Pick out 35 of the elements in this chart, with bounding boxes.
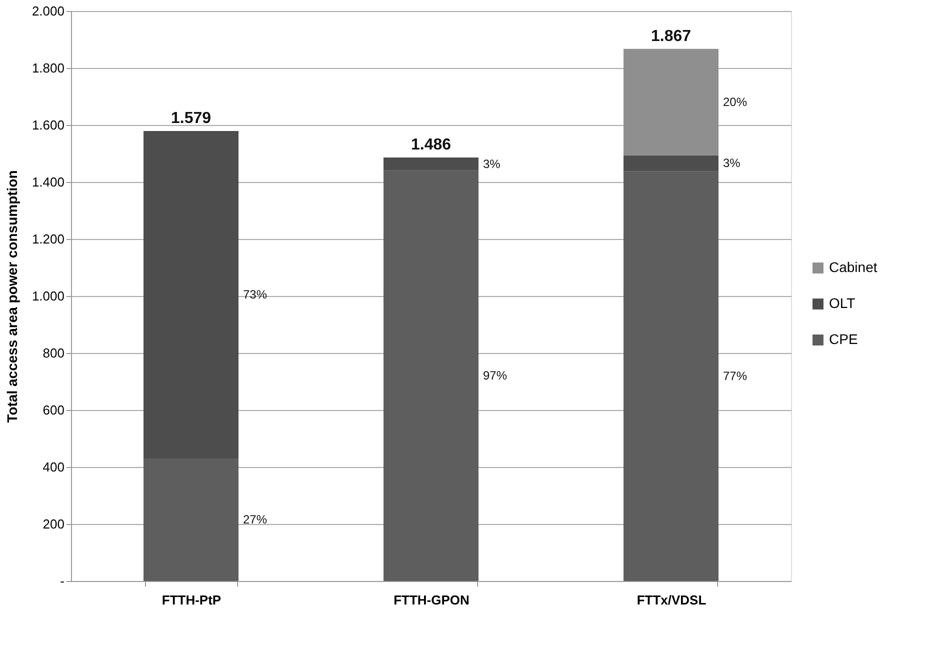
y-tick-label: 1.600 — [32, 118, 64, 132]
bar — [144, 458, 238, 581]
y-tick-label: 600 — [42, 402, 64, 418]
x-tick-label: FTTH-GPON — [394, 592, 470, 608]
x-tick-label: FTTx/VDSL — [636, 592, 706, 608]
y-tick-label: 800 — [42, 346, 64, 360]
y-tick-label: 2.000 — [32, 4, 64, 18]
legend-label: OLT — [829, 295, 856, 311]
annotation: 77% — [723, 369, 748, 384]
bar — [384, 157, 478, 170]
bar — [624, 171, 718, 581]
annotation: 27% — [243, 512, 268, 527]
y-tick-label: - — [60, 574, 64, 588]
y-tick-label: 1.000 — [32, 288, 64, 304]
annotation: 3% — [483, 156, 501, 171]
legend-label: CPE — [829, 331, 858, 347]
bar — [144, 130, 238, 458]
y-tick-label: 1.800 — [32, 60, 64, 76]
y-tick-label: 1.400 — [32, 174, 64, 190]
y-tick-label: 1.200 — [32, 232, 64, 246]
x-tick-label: FTTH-PtP — [162, 592, 222, 608]
annotation: 3% — [723, 156, 741, 170]
total-label: 1.867 — [650, 28, 692, 45]
annotation: 20% — [723, 95, 748, 110]
legend-label: Cabinet — [829, 259, 878, 275]
y-tick-label: 200 — [42, 516, 64, 532]
bar — [624, 155, 718, 172]
total-label: 1.486 — [410, 136, 452, 154]
annotation: 97% — [483, 368, 508, 383]
annotation: 73% — [243, 288, 268, 302]
bar — [624, 48, 718, 156]
total-label: 1.579 — [170, 110, 212, 127]
y-axis-title: Total access area power consumption — [4, 170, 20, 423]
y-tick-label: 400 — [42, 460, 64, 474]
bar — [384, 170, 478, 581]
